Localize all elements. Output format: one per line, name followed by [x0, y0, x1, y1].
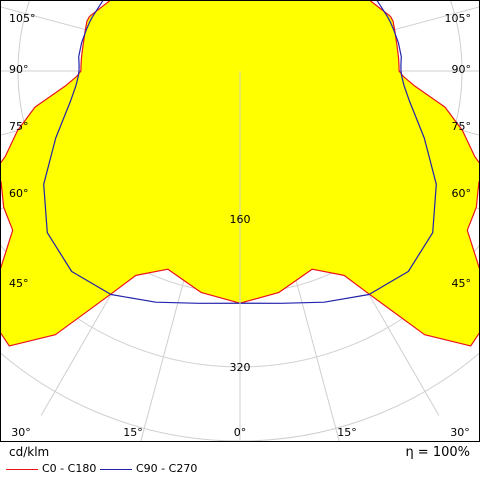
angle-label-75-left: 75°	[9, 120, 29, 133]
angle-label-75-right: 75°	[452, 120, 472, 133]
series-c90-c270-curve	[43, 1, 437, 304]
angle-label-90-left: 90°	[9, 63, 29, 76]
angle-label-90-right: 90°	[452, 63, 472, 76]
legend-label-c0-c180: C0 - C180	[42, 462, 97, 475]
legend-label-c90-c270: C90 - C270	[136, 462, 198, 475]
legend-swatch-c0-c180	[6, 469, 38, 470]
angle-label-105-right: 105°	[445, 12, 472, 25]
legend-item-c90-c270: C90 - C270	[100, 462, 210, 476]
angle-label-60-right: 60°	[452, 187, 472, 200]
polar-chart: 160 320 105° 105° 90° 90° 75° 75° 60° 60° 45° 45° 30…	[1, 1, 479, 441]
legend-item-c0-c180: C0 - C180	[6, 462, 106, 476]
angle-label-15-left: 15°	[123, 426, 143, 439]
angle-label-45-left: 45°	[9, 277, 29, 290]
angle-label-30-right: 30°	[450, 426, 470, 439]
efficiency-label: η = 100%	[405, 445, 470, 460]
unit-label: cd/klm	[9, 445, 50, 459]
angle-label-60-left: 60°	[9, 187, 29, 200]
angle-label-15-right: 15°	[337, 426, 357, 439]
angle-label-30-left: 30°	[11, 426, 31, 439]
angle-label-105-left: 105°	[9, 12, 36, 25]
angle-label-0: 0°	[234, 426, 247, 439]
polar-diagram-frame: 160 320 105° 105° 90° 90° 75° 75° 60° 60° 45° 45° 30…	[0, 0, 480, 442]
radial-tick-label: 320	[230, 361, 251, 374]
chart-footer: cd/klm η = 100% C0 - C180 C90 - C270	[0, 442, 480, 480]
radial-tick-label: 160	[230, 213, 251, 226]
legend-swatch-c90-c270	[100, 469, 132, 470]
angle-label-45-right: 45°	[452, 277, 472, 290]
